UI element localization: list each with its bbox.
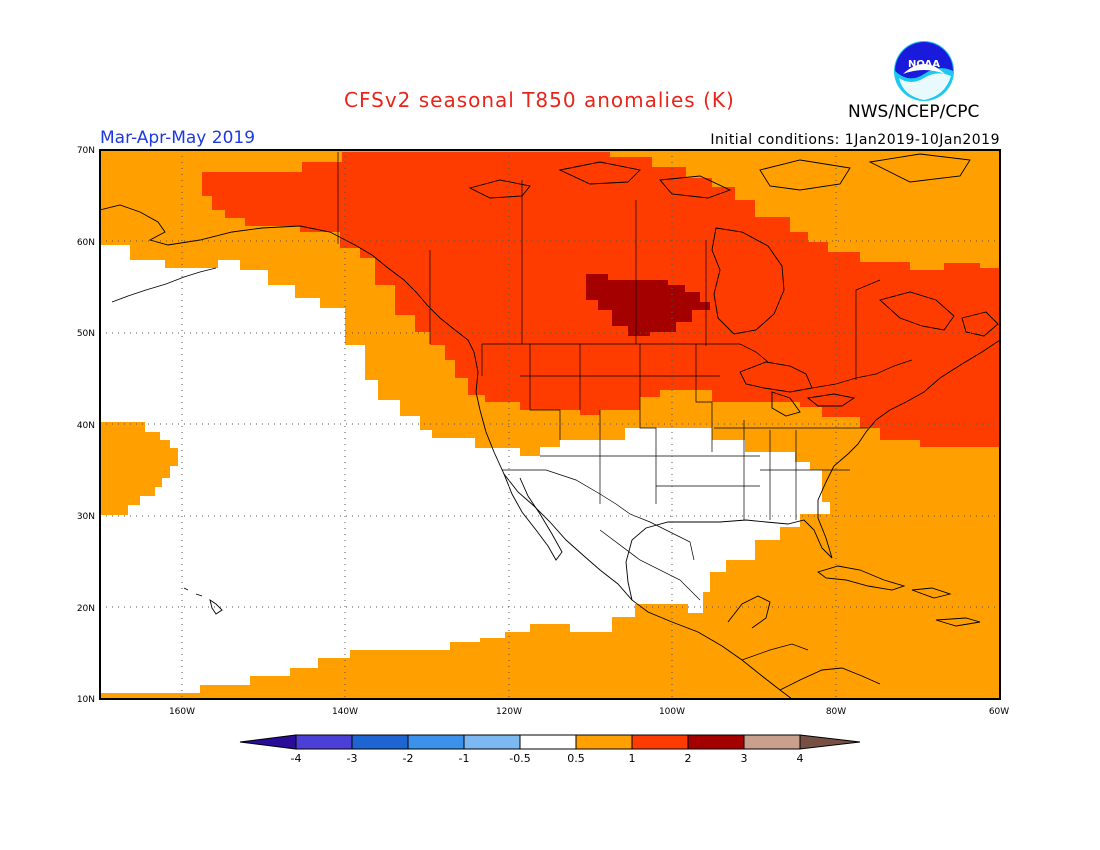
colorbar-swatch-min [239,734,297,750]
colorbar-swatch [575,734,633,750]
colorbar-swatch [687,734,745,750]
initial-conditions: Initial conditions: 1Jan2019-10Jan2019 [710,132,1000,148]
noaa-logo-icon: NOAA [894,41,954,101]
lon-tick-80w: 80W [826,707,846,717]
forecast-period: Mar-Apr-May 2019 [100,128,256,148]
colorbar-label: 2 [685,752,692,765]
colorbar-label: -1 [459,752,470,765]
gridlines [100,150,1000,699]
lon-tick-60w: 60W [989,707,1009,717]
lat-tick-50n: 50N [77,329,95,339]
noaa-logo-text: NOAA [908,59,940,70]
colorbar-swatch [743,734,801,750]
map-title: CFSv2 seasonal T850 anomalies (K) [344,88,735,112]
colorbar-swatch [519,734,577,750]
anomaly-orange-pacific-west [100,422,178,515]
lat-tick-60n: 60N [77,238,95,248]
lon-tick-labels: 160W 140W 120W 100W 80W 60W [169,707,1009,717]
lat-tick-40n: 40N [77,421,95,431]
lon-tick-100w: 100W [659,707,685,717]
lat-tick-30n: 30N [77,512,95,522]
colorbar: -4 -3 -2 -1 -0.5 0.5 1 2 3 4 [239,734,861,765]
lon-tick-120w: 120W [496,707,522,717]
colorbar-label: 0.5 [567,752,585,765]
colorbar-swatch [351,734,409,750]
lat-tick-labels: 10N 20N 30N 40N 50N 60N 70N [77,146,95,705]
colorbar-label: -2 [403,752,414,765]
boundaries [337,152,913,661]
colorbar-label: -3 [347,752,358,765]
colorbar-label: 1 [629,752,636,765]
lon-tick-140w: 140W [332,707,358,717]
anomaly-field [100,150,1000,699]
colorbar-label: 3 [741,752,748,765]
colorbar-label: -4 [291,752,302,765]
lat-tick-20n: 20N [77,604,95,614]
coastlines [100,153,1000,699]
anomaly-darkred-canada [586,274,710,336]
colorbar-label: 4 [797,752,804,765]
lat-tick-10n: 10N [77,695,95,705]
colorbar-swatch [631,734,689,750]
colorbar-swatch [407,734,465,750]
colorbar-swatch-max [799,734,861,750]
organization-label: NWS/NCEP/CPC [848,102,980,122]
map-frame [99,149,1001,700]
colorbar-swatch [463,734,521,750]
colorbar-label: -0.5 [509,752,530,765]
lon-tick-160w: 160W [169,707,195,717]
lat-tick-70n: 70N [77,146,95,156]
colorbar-swatch [295,734,353,750]
